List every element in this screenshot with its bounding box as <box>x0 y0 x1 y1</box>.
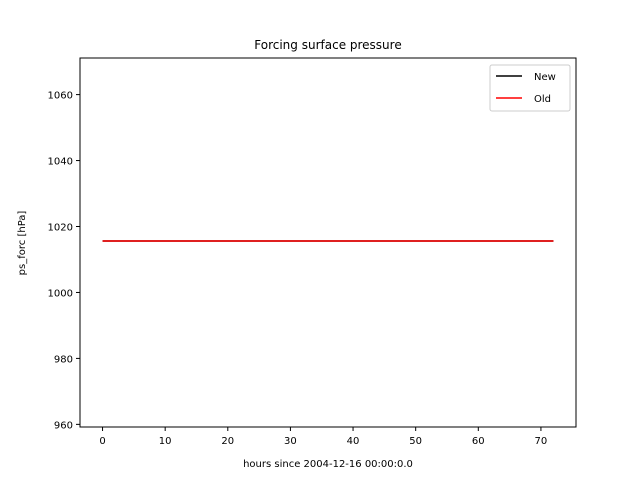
x-tick-label: 60 <box>472 436 485 447</box>
chart-title: Forcing surface pressure <box>254 38 401 52</box>
x-tick-label: 10 <box>159 436 172 447</box>
axes-background <box>80 58 576 427</box>
y-tick-label: 960 <box>54 420 73 431</box>
y-tick-label: 980 <box>54 354 73 365</box>
x-tick-label: 70 <box>535 436 548 447</box>
legend: New Old <box>489 64 571 112</box>
x-tick-label: 30 <box>284 436 297 447</box>
y-tick-label: 1000 <box>48 288 73 299</box>
x-tick-label: 20 <box>221 436 234 447</box>
x-tick-label: 0 <box>99 436 105 447</box>
y-tick-label: 1020 <box>48 223 73 234</box>
legend-label-new: New <box>534 72 556 83</box>
legend-label-old: Old <box>534 94 551 105</box>
x-tick-label: 50 <box>409 436 422 447</box>
legend-box <box>489 64 571 112</box>
y-axis-label: ps_forc [hPa] <box>17 211 28 276</box>
y-tick-label: 1060 <box>48 91 73 102</box>
y-tick-label: 1040 <box>48 157 73 168</box>
axes-frame <box>79 57 577 428</box>
x-axis-label: hours since 2004-12-16 00:00:0.0 <box>243 459 413 470</box>
x-tick-label: 40 <box>347 436 360 447</box>
